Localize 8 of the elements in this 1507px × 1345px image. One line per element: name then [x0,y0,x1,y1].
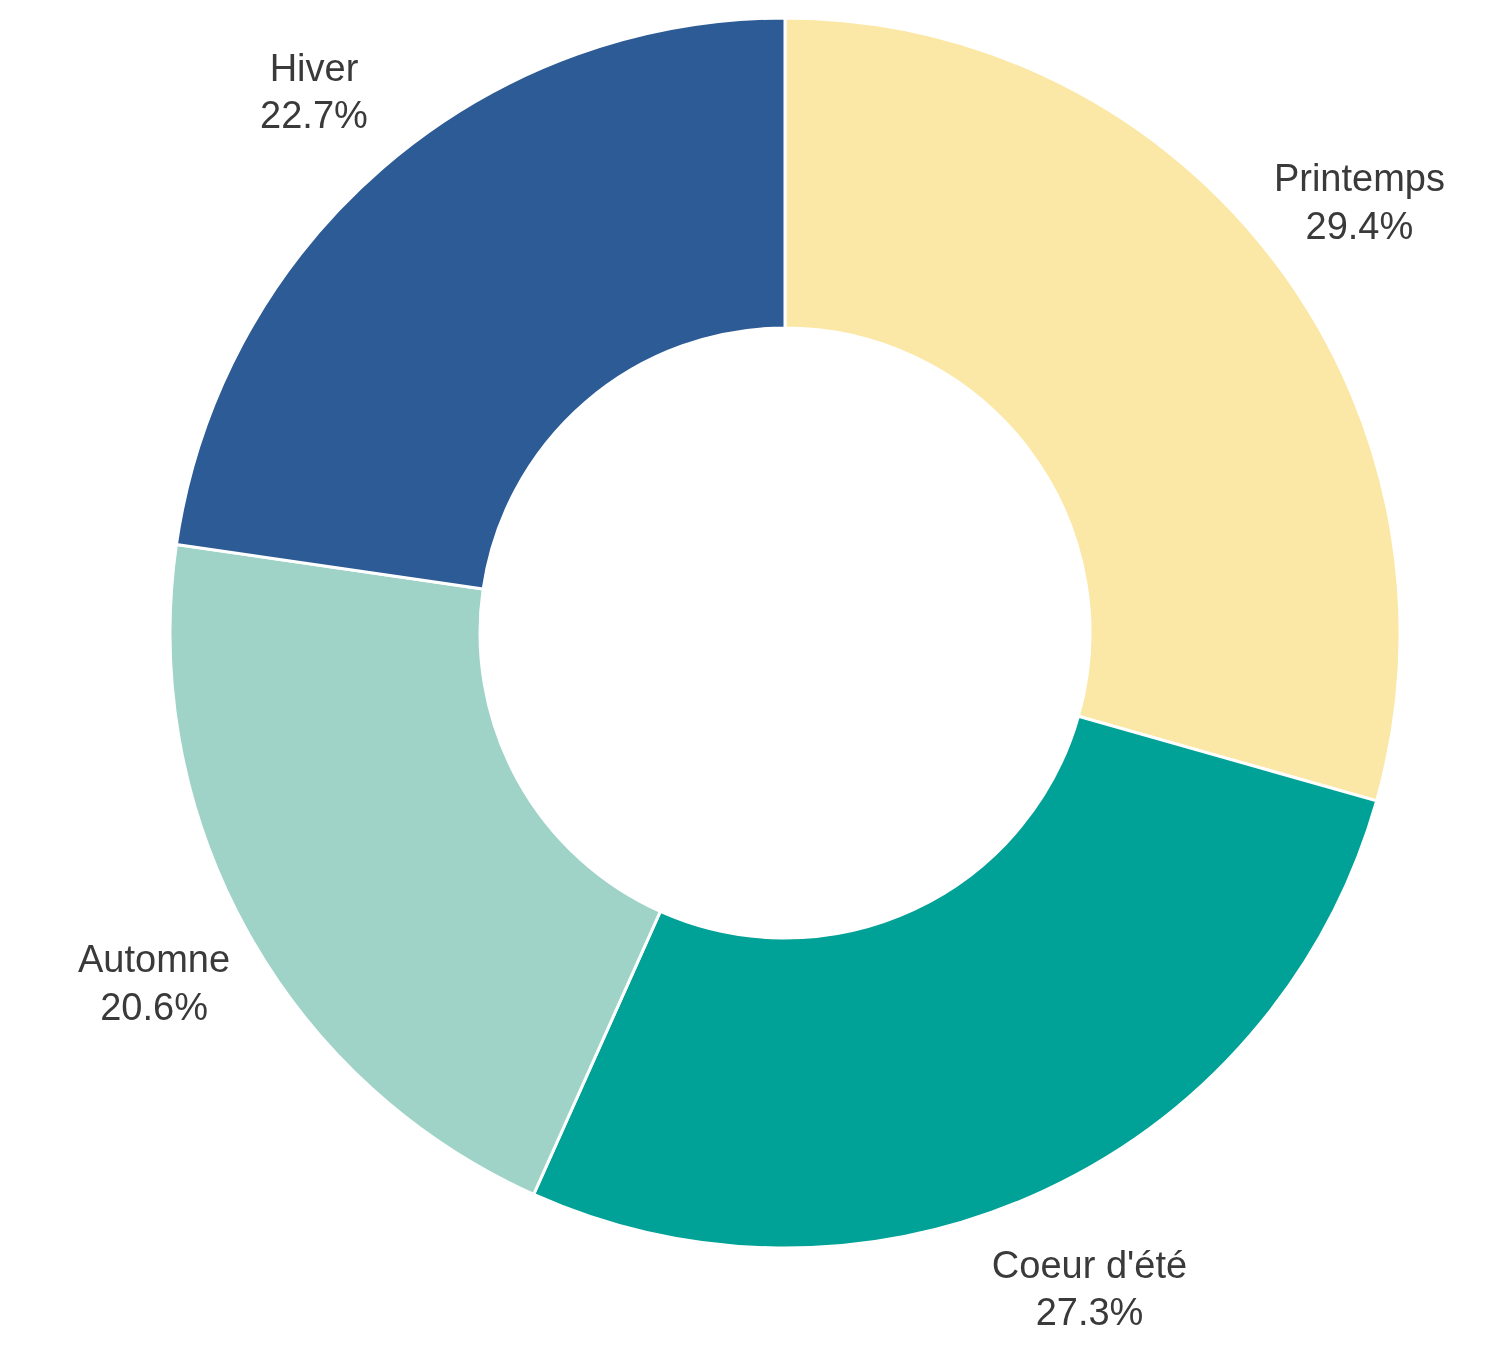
data-label: 27.3% [1035,1291,1144,1334]
data-label: 22.7% [260,94,368,137]
slice-label: Coeur d'été [991,1243,1188,1286]
data-label: 29.4% [1305,204,1414,247]
slice-label: Printemps [1273,157,1445,200]
data-label: 20.6% [100,985,208,1028]
slice-label: Hiver [269,46,359,89]
slice-label: Automne [78,938,231,981]
